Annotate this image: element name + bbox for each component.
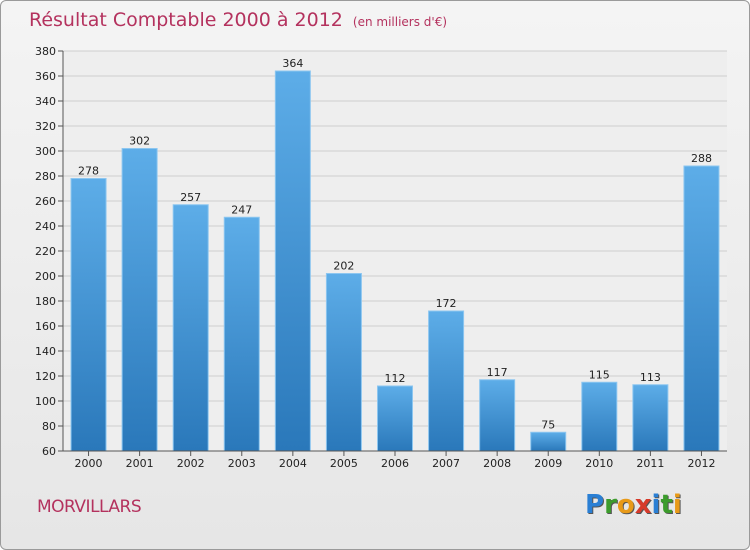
data-label-2007: 172 xyxy=(436,297,457,310)
y-tick-label: 140 xyxy=(35,345,56,358)
chart-title: Résultat Comptable 2000 à 2012 (en millie… xyxy=(29,9,447,31)
bar-2011 xyxy=(632,384,669,452)
x-tick-label-2009: 2009 xyxy=(534,457,562,470)
bar-2007 xyxy=(428,310,465,452)
logo-letter: o xyxy=(616,490,635,520)
bar-2012 xyxy=(683,165,720,452)
x-tick-label-2002: 2002 xyxy=(177,457,205,470)
data-label-2012: 288 xyxy=(691,152,712,165)
y-tick-label: 300 xyxy=(35,145,56,158)
y-tick-label: 320 xyxy=(35,120,56,133)
data-label-2003: 247 xyxy=(231,203,252,216)
chart-subtitle: (en milliers d'€) xyxy=(352,15,448,29)
y-tick-label: 360 xyxy=(35,70,56,83)
y-tick-label: 260 xyxy=(35,195,56,208)
bar-2006 xyxy=(377,385,413,452)
data-label-2008: 117 xyxy=(487,366,508,379)
x-tick-label-2000: 2000 xyxy=(75,457,103,470)
logo-letter: i xyxy=(651,490,661,520)
y-tick-label: 380 xyxy=(35,45,56,58)
bar-2009 xyxy=(530,431,567,452)
x-tick-label-2010: 2010 xyxy=(585,457,613,470)
y-axis: 60 80 100 120 140 160 180 200 220 240 260 280 300 320… xyxy=(35,45,64,458)
data-label-2010: 115 xyxy=(589,368,610,381)
x-tick-label-2012: 2012 xyxy=(687,457,715,470)
bars-group: 278 302 257 247 364 202 112 172 117 75 115 113 288 xyxy=(70,57,720,452)
bar-2000 xyxy=(70,178,107,452)
data-label-2011: 113 xyxy=(640,371,661,384)
y-tick-label: 200 xyxy=(35,270,56,283)
data-label-2006: 112 xyxy=(385,372,406,385)
title-text: Résultat Comptable 2000 à 2012 xyxy=(29,9,343,31)
logo-letter: P xyxy=(585,490,605,520)
data-label-2005: 202 xyxy=(333,260,354,273)
logo-letter: t xyxy=(660,490,673,520)
x-tick-label-2003: 2003 xyxy=(228,457,256,470)
commune-name: MORVILLARS xyxy=(37,497,142,517)
logo-letter: r xyxy=(604,490,617,520)
y-tick-label: 340 xyxy=(35,95,56,108)
y-tick-label: 120 xyxy=(35,370,56,383)
y-tick-label: 100 xyxy=(35,395,56,408)
x-tick-label-2005: 2005 xyxy=(330,457,358,470)
proxiti-logo: Proxiti xyxy=(585,490,682,520)
y-tick-label: 160 xyxy=(35,320,56,333)
bar-2003 xyxy=(223,216,260,452)
y-tick-label: 280 xyxy=(35,170,56,183)
x-tick-label-2007: 2007 xyxy=(432,457,460,470)
bar-2004 xyxy=(274,70,311,452)
bar-2005 xyxy=(325,273,362,452)
data-label-2004: 364 xyxy=(282,57,303,70)
data-label-2001: 302 xyxy=(129,135,150,148)
x-tick-label-2011: 2011 xyxy=(636,457,664,470)
logo-letter: x xyxy=(634,490,652,520)
x-tick-label-2004: 2004 xyxy=(279,457,307,470)
x-tick-label-2008: 2008 xyxy=(483,457,511,470)
bar-2002 xyxy=(172,204,209,452)
bar-2008 xyxy=(479,379,516,452)
y-tick-label: 220 xyxy=(35,245,56,258)
logo-letter: i xyxy=(672,490,682,520)
y-tick-label: 80 xyxy=(42,420,56,433)
x-axis: 2000 2001 2002 2003 2004 2005 2006 2007 2008 2009… xyxy=(63,450,727,470)
y-tick-label: 60 xyxy=(42,445,56,458)
x-tick-label-2001: 2001 xyxy=(126,457,154,470)
y-tick-label: 240 xyxy=(35,220,56,233)
data-label-2002: 257 xyxy=(180,191,201,204)
y-tick-label: 180 xyxy=(35,295,56,308)
bar-2010 xyxy=(581,381,618,452)
bar-2001 xyxy=(121,148,158,452)
data-label-2009: 75 xyxy=(541,418,555,431)
x-tick-label-2006: 2006 xyxy=(381,457,409,470)
data-label-2000: 278 xyxy=(78,165,99,178)
